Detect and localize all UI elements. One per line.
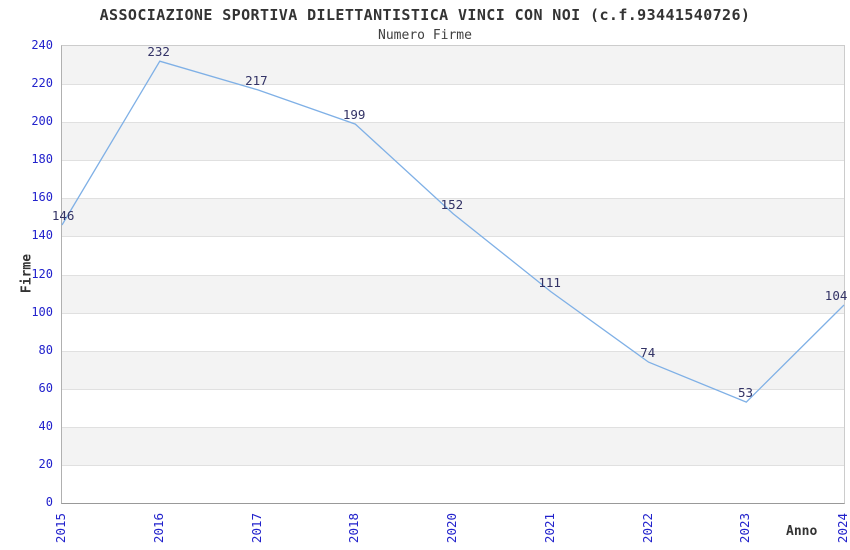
grid-band [62, 426, 844, 465]
point-value-label: 111 [538, 274, 561, 290]
x-tick-label: 2024 [835, 512, 850, 544]
y-tick-label: 0 [45, 495, 53, 509]
y-tick-label: 40 [38, 418, 53, 433]
grid-band [62, 198, 844, 237]
y-tick-label: 120 [31, 266, 53, 281]
point-value-label: 104 [824, 287, 848, 303]
x-tick-label: 2017 [248, 512, 264, 544]
y-tick-label: 200 [31, 114, 53, 129]
point-value-label: 232 [147, 44, 170, 60]
gridline [62, 236, 844, 238]
gridline [62, 160, 844, 162]
gridline [62, 84, 844, 86]
series-line [61, 60, 845, 403]
chart-subtitle: Numero Firme [378, 28, 472, 43]
y-tick-label: 60 [38, 380, 53, 395]
grid-band [62, 274, 844, 313]
x-tick-label: 2023 [737, 512, 753, 544]
x-tick-label: 2015 [53, 512, 68, 544]
point-value-label: 199 [342, 107, 366, 123]
x-tick-label: 2020 [444, 512, 459, 544]
point-value-label: 53 [737, 385, 754, 401]
gridline [62, 274, 844, 276]
point-value-label: 74 [640, 345, 656, 361]
gridline [62, 122, 844, 124]
y-tick-label: 180 [31, 152, 53, 167]
y-tick-label: 160 [31, 190, 53, 205]
y-tick-label: 80 [38, 342, 53, 357]
x-tick-label: 2018 [346, 512, 362, 544]
gridline [62, 198, 844, 200]
y-tick-label: 140 [31, 228, 53, 243]
y-tick-label: 240 [31, 38, 53, 52]
y-axis-title: Firme [19, 253, 35, 294]
x-axis-title: Anno [786, 524, 818, 539]
point-value-label: 146 [51, 207, 75, 223]
point-value-label: 152 [440, 196, 464, 212]
plot-area: 146 232 217 199 152 111 74 53 104 [52, 44, 848, 504]
grid-band [62, 46, 844, 85]
x-tick-label: 2021 [541, 512, 557, 544]
point-value-label: 217 [245, 72, 268, 88]
grid-band [62, 122, 844, 161]
gridline [62, 426, 844, 428]
y-tick-label: 220 [31, 76, 53, 91]
grid-band [62, 350, 844, 389]
chart-title: ASSOCIAZIONE SPORTIVA DILETTANTISTICA VI… [99, 6, 751, 24]
x-tick-label: 2016 [150, 512, 166, 544]
y-tick-label: 20 [38, 456, 53, 471]
gridline [62, 464, 844, 466]
x-tick-label: 2022 [639, 512, 655, 544]
gridline [62, 388, 844, 390]
gridline [62, 312, 844, 314]
y-tick-label: 100 [31, 304, 53, 319]
gridline [62, 350, 844, 352]
